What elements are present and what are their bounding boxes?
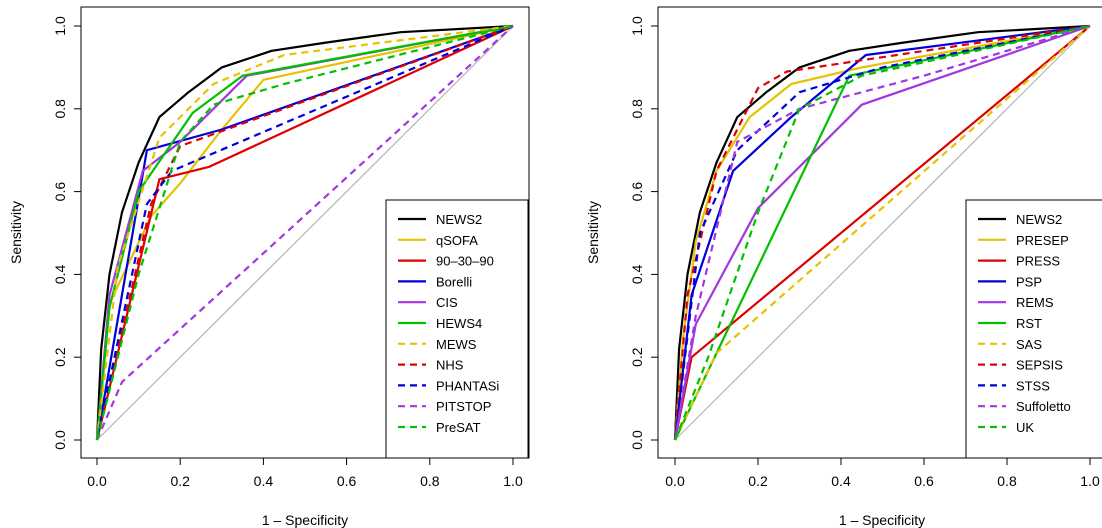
y-tick-label: 0.0 bbox=[629, 430, 645, 450]
legend-label-90-30-90: 90–30–90 bbox=[436, 254, 494, 269]
series-line-mews bbox=[95, 24, 514, 441]
x-tick-label: 1.0 bbox=[1080, 473, 1100, 489]
y-tick-label: 0.6 bbox=[52, 182, 68, 202]
legend-label-sepsis: SEPSIS bbox=[1016, 358, 1063, 373]
x-tick-label: 0.8 bbox=[420, 473, 440, 489]
legend-label-press: PRESS bbox=[1016, 254, 1060, 269]
legend-label-suffoletto: Suffoletto bbox=[1016, 399, 1071, 414]
y-tick-label: 0.2 bbox=[52, 347, 68, 367]
y-tick-label: 0.8 bbox=[52, 99, 68, 119]
legend-box bbox=[965, 199, 1102, 459]
legend-box bbox=[385, 199, 529, 459]
legend: NEWS2 qSOFA 90–30–90 Borelli CIS HEWS4 MEWS NHS… bbox=[385, 199, 529, 459]
series-lines bbox=[95, 24, 514, 441]
series-line-presep bbox=[673, 24, 1091, 441]
y-axis-title: Sensitivity bbox=[8, 201, 24, 264]
roc-chart-right: 0.0 0.2 0.4 0.6 0.8 1.0 0.0 0.2 0.4 0.6 0.8 1.0 1 – … bbox=[585, 6, 1102, 528]
x-tick-label: 0.2 bbox=[170, 473, 190, 489]
x-axis-title: 1 – Specificity bbox=[839, 512, 925, 528]
x-tick-label: 0.0 bbox=[665, 473, 685, 489]
y-tick-label: 0.4 bbox=[629, 264, 645, 284]
series-line-news2 bbox=[673, 24, 1091, 441]
legend-label-presat: PreSAT bbox=[436, 420, 481, 435]
legend-label-presep: PRESEP bbox=[1016, 233, 1069, 248]
roc-chart-left: 0.0 0.2 0.4 0.6 0.8 1.0 0.0 0.2 0.4 0.6 0.8 1.0 1 – … bbox=[8, 6, 530, 528]
y-axis-title: Sensitivity bbox=[585, 201, 601, 264]
legend-label-phantasi: PHANTASi bbox=[436, 378, 499, 393]
legend-label-hews4: HEWS4 bbox=[436, 316, 482, 331]
x-tick-label: 0.4 bbox=[254, 473, 274, 489]
plot-frame bbox=[80, 6, 530, 459]
series-line-presat bbox=[95, 24, 514, 441]
legend-label-nhs: NHS bbox=[436, 358, 464, 373]
y-tick-label: 1.0 bbox=[52, 16, 68, 36]
y-tick-label: 0.4 bbox=[52, 264, 68, 284]
legend-label-news2: NEWS2 bbox=[1016, 212, 1062, 227]
legend-label-pitstop: PITSTOP bbox=[436, 399, 491, 414]
legend-label-rems: REMS bbox=[1016, 295, 1054, 310]
series-line-pitstop bbox=[95, 25, 514, 441]
series-line-stss bbox=[673, 24, 1091, 441]
legend-label-borelli: Borelli bbox=[436, 274, 472, 289]
y-tick-label: 1.0 bbox=[629, 16, 645, 36]
y-tick-label: 0.8 bbox=[629, 99, 645, 119]
legend-label-cis: CIS bbox=[436, 295, 458, 310]
diagonal-reference-line bbox=[674, 25, 1091, 441]
series-line-phantasi bbox=[95, 24, 514, 441]
legend-label-uk: UK bbox=[1016, 420, 1034, 435]
series-line-uk bbox=[673, 24, 1091, 441]
x-tick-label: 0.8 bbox=[997, 473, 1017, 489]
y-tick-label: 0.6 bbox=[629, 182, 645, 202]
y-tick-label: 0.0 bbox=[52, 430, 68, 450]
x-tick-label: 0.6 bbox=[337, 473, 357, 489]
series-line-sas bbox=[674, 25, 1091, 441]
series-lines bbox=[673, 24, 1091, 441]
y-tick-label: 0.2 bbox=[629, 347, 645, 367]
series-line-sepsis bbox=[673, 24, 1091, 441]
x-tick-label: 0.4 bbox=[831, 473, 851, 489]
legend-label-rst: RST bbox=[1016, 316, 1042, 331]
legend-label-psp: PSP bbox=[1016, 274, 1042, 289]
diagonal-reference-line bbox=[96, 25, 514, 441]
legend-label-stss: STSS bbox=[1016, 378, 1050, 393]
x-tick-label: 0.6 bbox=[914, 473, 934, 489]
plot-frame bbox=[657, 6, 1102, 459]
x-tick-label: 1.0 bbox=[503, 473, 523, 489]
legend-label-mews: MEWS bbox=[436, 337, 477, 352]
legend-label-news2: NEWS2 bbox=[436, 212, 482, 227]
series-line-90-30-90 bbox=[95, 25, 514, 441]
series-line-hews4 bbox=[95, 24, 514, 441]
legend: NEWS2 PRESEP PRESS PSP REMS RST SAS SEPSIS STSS S… bbox=[965, 199, 1102, 459]
x-tick-label: 0.2 bbox=[748, 473, 768, 489]
series-line-suffoletto bbox=[673, 24, 1091, 441]
legend-label-qsofa: qSOFA bbox=[436, 233, 478, 248]
legend-label-sas: SAS bbox=[1016, 337, 1042, 352]
x-tick-label: 0.0 bbox=[87, 473, 107, 489]
series-line-nhs bbox=[95, 24, 514, 441]
series-line-news2 bbox=[95, 24, 514, 441]
x-axis-title: 1 – Specificity bbox=[262, 512, 348, 528]
